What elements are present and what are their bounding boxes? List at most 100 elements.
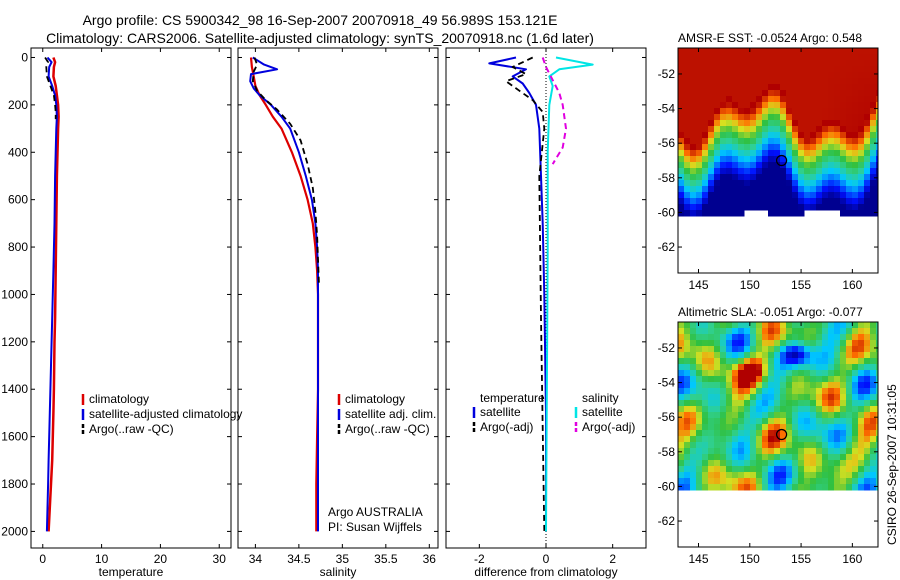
sla_map-cell xyxy=(786,394,793,401)
sst_map-cell xyxy=(744,114,751,121)
sst_map-cell xyxy=(768,162,775,169)
sst_map-cell xyxy=(858,180,865,187)
sst_map-cell xyxy=(864,210,871,217)
sla_map-cell xyxy=(834,370,841,377)
sla_map-cell xyxy=(864,346,871,353)
sst_map-cell xyxy=(792,192,799,199)
sst_map-cell xyxy=(684,72,691,79)
sla_map-cell xyxy=(678,370,685,377)
sla_map-cell xyxy=(792,322,799,329)
sst_map-cell xyxy=(702,54,709,61)
sst_map-cell xyxy=(792,144,799,151)
sla_map-cell xyxy=(858,328,865,335)
sst_map-cell xyxy=(822,198,829,205)
sst_map-cell xyxy=(756,186,763,193)
y-tick-label: 1000 xyxy=(1,287,28,301)
sla_map-cell xyxy=(744,430,751,437)
sla_map-cell xyxy=(780,358,787,365)
sla_map-cell xyxy=(828,454,835,461)
sla_map-cell xyxy=(864,328,871,335)
sst_map-x-tick-label: 160 xyxy=(842,278,862,292)
sst_map-cell xyxy=(702,90,709,97)
sla_map-cell xyxy=(834,412,841,419)
sla_map-cell xyxy=(762,412,769,419)
sla_map-cell xyxy=(828,358,835,365)
sla_map-cell xyxy=(732,346,739,353)
sst_map-cell xyxy=(846,90,853,97)
sla_map-cell xyxy=(750,418,757,425)
sla_map-cell xyxy=(822,340,829,347)
sst_map-cell xyxy=(702,156,709,163)
sla_map-cell xyxy=(876,454,878,461)
sst_map-cell xyxy=(726,204,733,211)
sla_map-cell xyxy=(690,460,697,467)
sst_map-cell xyxy=(768,126,775,133)
sla_map-cell xyxy=(756,460,763,467)
sla_map-cell xyxy=(696,442,703,449)
sla_map-cell xyxy=(774,340,781,347)
sst_map-cell xyxy=(684,168,691,175)
sla_map-cell xyxy=(780,340,787,347)
sla_map-cell xyxy=(810,358,817,365)
sst_map-cell xyxy=(792,72,799,79)
sla_map-cell xyxy=(738,430,745,437)
sla_map-cell xyxy=(684,484,691,491)
sst_map-cell xyxy=(696,144,703,151)
sla_map-cell xyxy=(804,388,811,395)
sla_map-cell xyxy=(810,370,817,377)
sla_map-cell xyxy=(870,400,877,407)
sla_map-cell xyxy=(786,370,793,377)
sla_map-cell xyxy=(750,328,757,335)
sst_map-cell xyxy=(702,186,709,193)
sst_map-cell xyxy=(852,96,859,103)
sst_map-cell xyxy=(750,78,757,85)
sst_map-cell xyxy=(852,60,859,67)
sst_map-cell xyxy=(738,84,745,91)
sla_map-cell xyxy=(828,466,835,473)
sst_map-cell xyxy=(756,192,763,199)
sst_map-axes-box xyxy=(677,47,879,274)
sst_map-cell xyxy=(774,204,781,211)
sla_map-cell xyxy=(744,394,751,401)
sla_map-cell xyxy=(792,370,799,377)
sla_map-cell xyxy=(828,484,835,491)
sst_map-cell xyxy=(696,204,703,211)
sst_map-cell xyxy=(840,120,847,127)
sla_map-cell xyxy=(732,442,739,449)
sla_map-cell xyxy=(684,382,691,389)
sst_map-cell xyxy=(696,72,703,79)
sla_map-cell xyxy=(684,442,691,449)
sst_map-cell xyxy=(678,132,685,139)
sst_map-cell xyxy=(852,138,859,145)
sst_map-cell xyxy=(678,72,685,79)
sla_map-cell xyxy=(786,418,793,425)
sla_map-cell xyxy=(762,358,769,365)
sla_map-cell xyxy=(684,394,691,401)
sst_map-cell xyxy=(876,144,878,151)
sst_map-cell xyxy=(786,132,793,139)
sla_map-cell xyxy=(762,340,769,347)
sla_map-cell xyxy=(798,484,805,491)
sla_map-cell xyxy=(756,418,763,425)
sst_map-cell xyxy=(828,138,835,145)
sst_map-cell xyxy=(690,90,697,97)
sst_map-cell xyxy=(768,108,775,115)
sst_map-cell xyxy=(702,78,709,85)
sla_map-cell xyxy=(780,412,787,419)
sla_map-cell xyxy=(774,472,781,479)
sst_map-cell xyxy=(816,132,823,139)
sst_map-cell xyxy=(756,180,763,187)
sst_map-cell xyxy=(828,204,835,211)
sst_map-cell xyxy=(804,66,811,73)
sla_map-cell xyxy=(810,340,817,347)
sst_map-cell xyxy=(864,114,871,121)
sst_map-cell xyxy=(762,204,769,211)
sla_map-cell xyxy=(762,424,769,431)
sla_map-cell xyxy=(852,394,859,401)
sla_map-cell xyxy=(702,322,709,329)
difference-series-line xyxy=(488,56,547,532)
sst_map-cell xyxy=(696,180,703,187)
sst_map-cell xyxy=(792,54,799,61)
sst_map-cell xyxy=(852,48,859,55)
sst_map-cell xyxy=(846,54,853,61)
